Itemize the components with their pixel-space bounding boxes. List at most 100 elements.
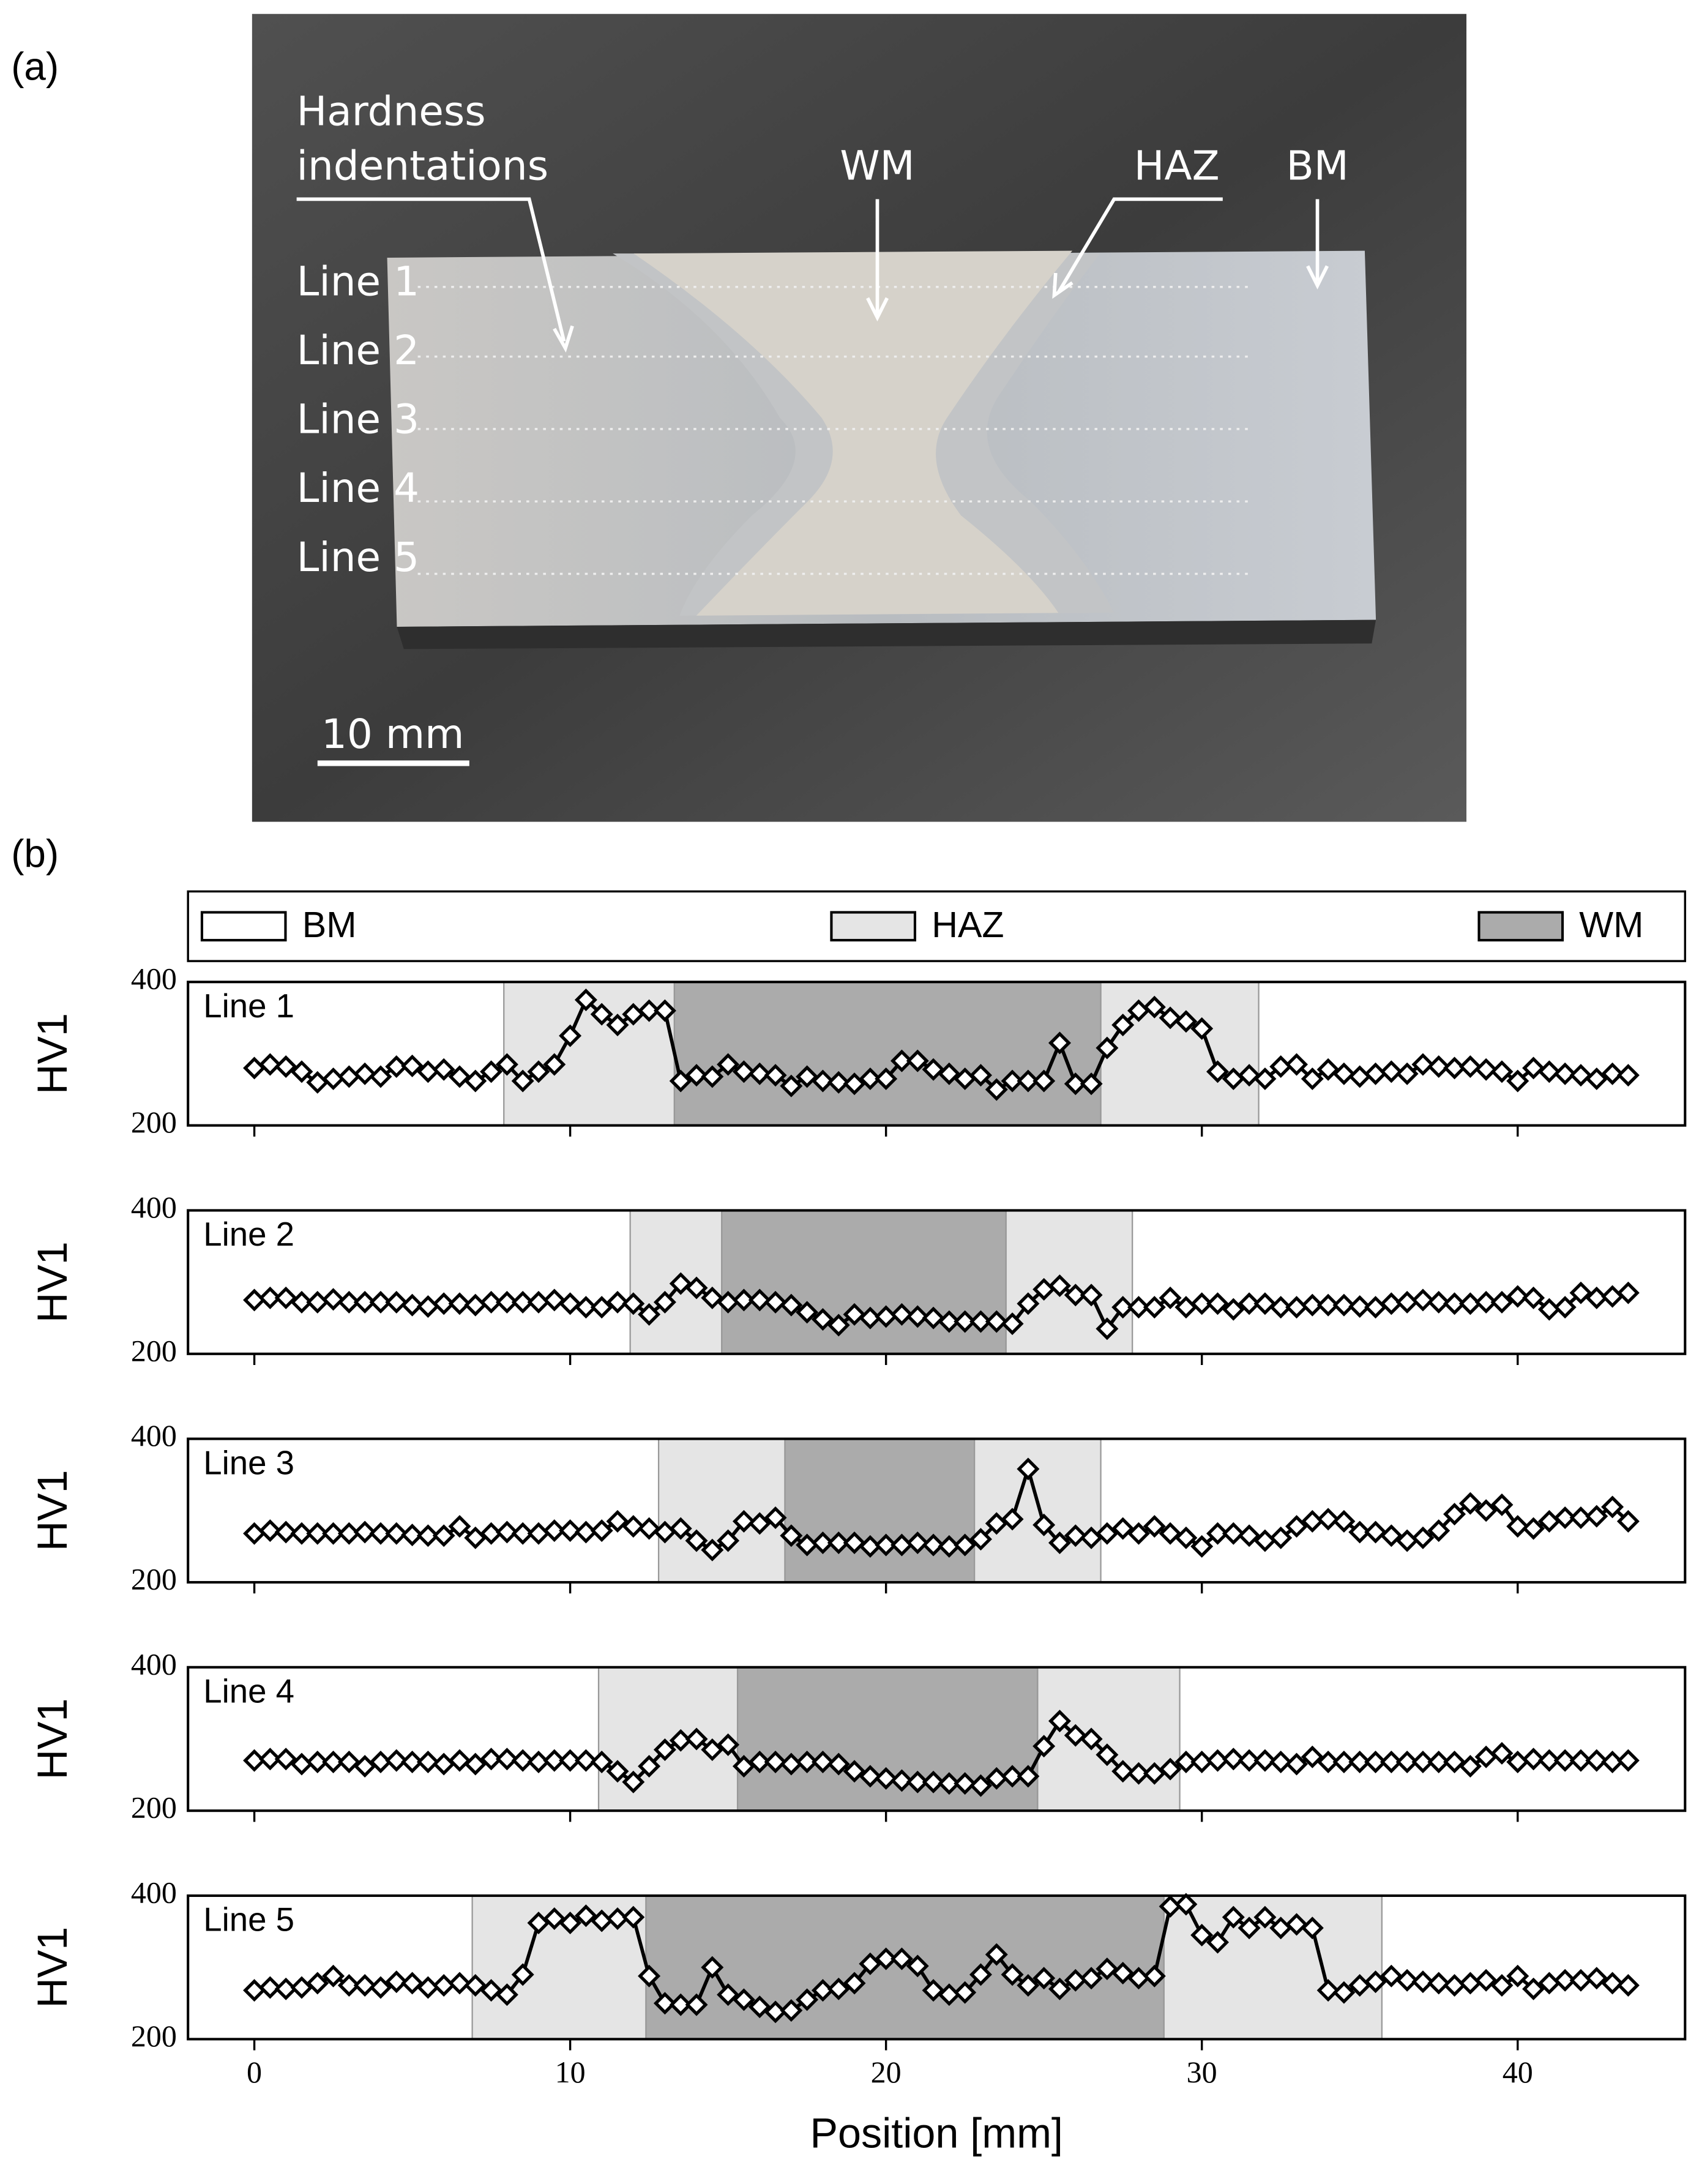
data-marker bbox=[875, 1767, 898, 1790]
data-marker bbox=[1253, 1749, 1277, 1772]
data-marker bbox=[1174, 1296, 1198, 1319]
data-marker bbox=[1553, 1749, 1577, 1772]
data-marker bbox=[1064, 1284, 1087, 1307]
data-marker bbox=[306, 1750, 329, 1773]
photo-line-label: Line 3 bbox=[297, 396, 419, 443]
data-marker bbox=[906, 1305, 929, 1328]
data-marker bbox=[1380, 1292, 1403, 1315]
data-marker bbox=[1411, 1750, 1435, 1773]
data-marker bbox=[1601, 1972, 1624, 1995]
data-marker bbox=[353, 1062, 376, 1085]
data-marker bbox=[464, 1973, 487, 1997]
data-marker bbox=[1474, 1058, 1498, 1081]
data-marker bbox=[1585, 1067, 1608, 1090]
data-marker bbox=[875, 1067, 898, 1090]
data-marker bbox=[1001, 1312, 1024, 1336]
data-marker bbox=[638, 1517, 661, 1540]
data-marker bbox=[1601, 1750, 1624, 1773]
scale-bar-label: 10 mm bbox=[321, 711, 464, 758]
data-marker bbox=[1458, 1292, 1482, 1315]
data-marker bbox=[448, 1515, 471, 1538]
data-marker bbox=[780, 1999, 803, 2022]
panel-label: (b) bbox=[11, 831, 59, 875]
data-marker bbox=[1096, 1317, 1119, 1341]
data-marker bbox=[954, 1981, 977, 2004]
data-marker bbox=[969, 1528, 992, 1551]
data-marker bbox=[511, 1963, 534, 1986]
data-marker bbox=[701, 1538, 724, 1561]
data-marker bbox=[1569, 1064, 1593, 1087]
data-marker bbox=[1222, 1298, 1245, 1321]
data-marker bbox=[464, 1293, 487, 1317]
data-marker bbox=[1380, 1750, 1403, 1773]
data-marker bbox=[1032, 1967, 1056, 1990]
data-marker bbox=[1474, 1290, 1498, 1314]
data-marker bbox=[448, 1292, 471, 1315]
data-marker bbox=[701, 1738, 724, 1762]
data-marker bbox=[1601, 1062, 1624, 1085]
data-marker bbox=[274, 1748, 297, 1771]
zone-region bbox=[597, 1666, 739, 1812]
data-marker bbox=[1364, 1970, 1387, 1994]
data-marker bbox=[1332, 1981, 1356, 2004]
data-marker bbox=[1380, 1964, 1403, 1988]
data-marker bbox=[1395, 1290, 1419, 1314]
data-marker bbox=[274, 1520, 297, 1544]
data-marker bbox=[638, 1964, 661, 1988]
panel-label: (a) bbox=[11, 45, 59, 89]
data-marker bbox=[875, 1533, 898, 1557]
data-marker bbox=[495, 1983, 518, 2006]
legend-swatch bbox=[830, 911, 916, 942]
data-marker bbox=[1553, 1506, 1577, 1530]
data-marker bbox=[1285, 1053, 1308, 1076]
data-marker bbox=[495, 1748, 518, 1771]
y-tick-label: 200 bbox=[131, 1105, 177, 1139]
data-marker bbox=[859, 1067, 882, 1090]
data-marker bbox=[717, 1983, 740, 2006]
data-marker bbox=[1427, 1750, 1451, 1773]
data-marker bbox=[416, 1750, 439, 1773]
data-marker bbox=[543, 1053, 566, 1076]
data-marker bbox=[543, 1749, 566, 1772]
data-marker bbox=[1174, 1526, 1198, 1549]
data-marker bbox=[1427, 1290, 1451, 1314]
data-marker bbox=[922, 1979, 945, 2002]
x-tick-label: 40 bbox=[1503, 2055, 1533, 2089]
data-marker bbox=[432, 1058, 455, 1081]
data-marker bbox=[859, 1952, 882, 1975]
data-marker bbox=[1096, 1522, 1119, 1545]
data-marker bbox=[1601, 1495, 1624, 1519]
data-marker bbox=[1222, 1522, 1245, 1545]
data-marker bbox=[495, 1290, 518, 1314]
data-marker bbox=[606, 1290, 629, 1314]
data-marker bbox=[859, 1535, 882, 1558]
data-marker bbox=[1411, 1526, 1435, 1549]
data-marker bbox=[859, 1306, 882, 1329]
data-marker bbox=[511, 1522, 534, 1545]
data-marker bbox=[1585, 1967, 1608, 1990]
data-marker bbox=[1616, 1749, 1640, 1772]
data-marker bbox=[1143, 995, 1166, 1019]
data-marker bbox=[938, 1310, 961, 1333]
data-marker bbox=[1506, 1069, 1529, 1093]
data-marker bbox=[1443, 1056, 1466, 1080]
data-marker bbox=[1348, 1295, 1372, 1318]
data-marker bbox=[322, 1288, 345, 1311]
data-marker bbox=[764, 1506, 787, 1530]
data-marker bbox=[653, 1738, 676, 1762]
data-marker bbox=[1616, 1973, 1640, 1997]
data-marker bbox=[1585, 1286, 1608, 1309]
data-marker bbox=[290, 1522, 313, 1545]
data-marker bbox=[574, 1749, 597, 1772]
data-marker bbox=[685, 1993, 708, 2016]
data-marker bbox=[1569, 1969, 1593, 1992]
data-marker bbox=[1001, 1765, 1024, 1788]
data-marker bbox=[1506, 1750, 1529, 1773]
data-marker bbox=[685, 1064, 708, 1087]
data-marker bbox=[1537, 1749, 1561, 1772]
data-marker bbox=[1616, 1064, 1640, 1087]
data-marker bbox=[369, 1750, 392, 1773]
data-marker bbox=[1474, 1499, 1498, 1522]
panel-title: Line 2 bbox=[203, 1216, 294, 1253]
data-marker bbox=[258, 1286, 282, 1309]
